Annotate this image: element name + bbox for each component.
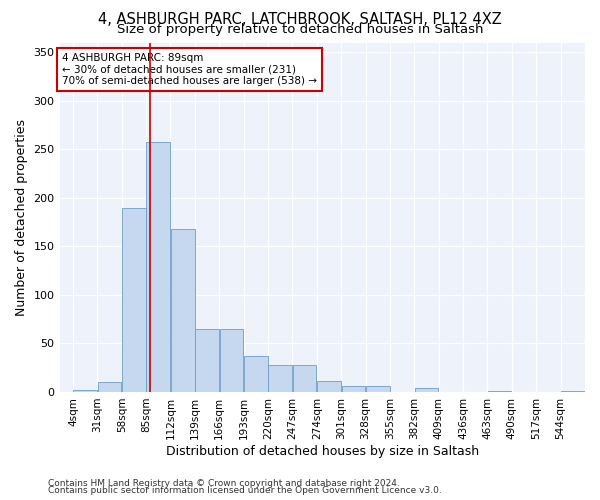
Text: Size of property relative to detached houses in Saltash: Size of property relative to detached ho…	[117, 22, 483, 36]
Text: Contains HM Land Registry data © Crown copyright and database right 2024.: Contains HM Land Registry data © Crown c…	[48, 478, 400, 488]
Bar	[488, 391, 511, 392]
Bar	[341, 386, 365, 392]
Bar	[415, 388, 439, 392]
Bar	[561, 391, 584, 392]
Bar	[366, 386, 389, 392]
Bar	[122, 208, 146, 392]
Bar	[268, 365, 292, 392]
Text: Contains public sector information licensed under the Open Government Licence v3: Contains public sector information licen…	[48, 486, 442, 495]
Bar	[98, 382, 121, 392]
Bar	[73, 390, 97, 392]
Bar	[171, 229, 194, 392]
Text: 4, ASHBURGH PARC, LATCHBROOK, SALTASH, PL12 4XZ: 4, ASHBURGH PARC, LATCHBROOK, SALTASH, P…	[98, 12, 502, 28]
X-axis label: Distribution of detached houses by size in Saltash: Distribution of detached houses by size …	[166, 444, 479, 458]
Y-axis label: Number of detached properties: Number of detached properties	[15, 118, 28, 316]
Bar	[146, 142, 170, 392]
Bar	[293, 365, 316, 392]
Bar	[244, 356, 268, 392]
Bar	[195, 329, 219, 392]
Bar	[317, 382, 341, 392]
Text: 4 ASHBURGH PARC: 89sqm
← 30% of detached houses are smaller (231)
70% of semi-de: 4 ASHBURGH PARC: 89sqm ← 30% of detached…	[62, 53, 317, 86]
Bar	[220, 329, 243, 392]
